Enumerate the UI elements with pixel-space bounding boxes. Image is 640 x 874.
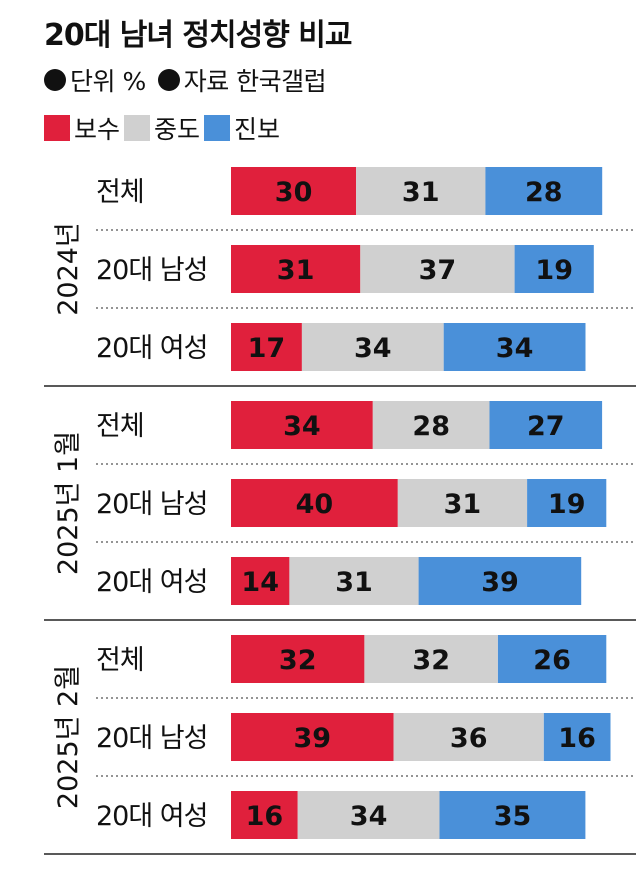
data-label-progressive: 19	[535, 255, 573, 286]
bar-segment-moderate	[364, 635, 498, 683]
unit-label: 단위 %	[70, 67, 146, 96]
bullet-icon	[157, 69, 180, 91]
bar-segment-progressive	[527, 479, 607, 527]
data-label-moderate: 34	[354, 333, 392, 364]
data-label-progressive: 27	[527, 411, 565, 442]
row-label: 전체	[96, 411, 144, 442]
data-label-moderate: 31	[402, 177, 440, 208]
data-label-conservative: 30	[275, 177, 313, 208]
bar-segment-moderate	[397, 479, 528, 527]
group-label: 2025년 1월	[53, 431, 84, 575]
bar-segment-moderate	[360, 245, 515, 293]
bar-segment-moderate	[356, 167, 486, 215]
chart-title: 20대 남녀 정치성향 비교	[44, 18, 352, 53]
bar-segment-conservative	[231, 167, 357, 215]
data-label-progressive: 19	[548, 489, 586, 520]
bar-segment-conservative	[231, 401, 373, 449]
data-label-progressive: 39	[481, 567, 519, 598]
row-label: 전체	[96, 645, 144, 676]
legend-swatch	[44, 115, 70, 141]
bullet-icon	[44, 69, 66, 91]
row-label: 20대 남성	[96, 489, 207, 520]
data-label-conservative: 34	[283, 411, 321, 442]
bar-segment-conservative	[231, 323, 302, 371]
legend-swatch	[204, 115, 231, 141]
data-label-progressive: 28	[525, 177, 563, 208]
bar-segment-conservative	[231, 713, 394, 761]
legend-item-conservative: 보수	[44, 110, 120, 146]
bar-segment-moderate	[393, 713, 544, 761]
legend-item-moderate: 중도	[124, 110, 200, 146]
bar-segment-moderate	[372, 401, 490, 449]
bar-segment-moderate	[289, 557, 419, 605]
data-label-moderate: 32	[412, 645, 450, 676]
source-label: 자료 한국갤럽	[183, 67, 327, 96]
legend-label: 진보	[234, 115, 281, 144]
group-label: 2025년 2월	[53, 665, 84, 809]
data-label-moderate: 36	[450, 723, 488, 754]
group-label: 2024년	[53, 222, 84, 316]
bar-segment-conservative	[231, 635, 365, 683]
data-label-moderate: 37	[419, 255, 457, 286]
row-label: 20대 여성	[96, 801, 207, 832]
data-label-conservative: 39	[294, 723, 332, 754]
data-label-progressive: 35	[494, 801, 532, 832]
data-label-conservative: 40	[296, 489, 334, 520]
row-label: 20대 여성	[96, 567, 207, 598]
bar-segment-progressive	[418, 557, 582, 605]
bar-segment-conservative	[231, 791, 298, 839]
legend-label: 중도	[154, 115, 201, 144]
legend: 보수 중도 진보	[44, 110, 284, 146]
data-label-conservative: 14	[241, 567, 279, 598]
legend-label: 보수	[74, 115, 121, 144]
bar-segment-progressive	[439, 791, 586, 839]
data-label-conservative: 31	[277, 255, 315, 286]
row-label: 20대 남성	[96, 255, 207, 286]
data-label-conservative: 17	[248, 333, 286, 364]
bar-segment-progressive	[489, 401, 603, 449]
bar-segment-progressive	[514, 245, 594, 293]
data-label-conservative: 32	[279, 645, 317, 676]
data-label-progressive: 16	[558, 723, 596, 754]
bar-segment-moderate	[301, 323, 444, 371]
bar-segment-conservative	[231, 245, 361, 293]
data-label-progressive: 26	[533, 645, 571, 676]
row-label: 전체	[96, 177, 144, 208]
bar-segment-conservative	[231, 479, 398, 527]
bar-segment-progressive	[543, 713, 611, 761]
data-label-conservative: 16	[246, 801, 284, 832]
bar-segment-conservative	[231, 557, 290, 605]
data-label-moderate: 31	[335, 567, 373, 598]
bar-segment-moderate	[297, 791, 440, 839]
data-label-moderate: 34	[350, 801, 388, 832]
data-label-progressive: 34	[496, 333, 534, 364]
row-label: 20대 여성	[96, 333, 207, 364]
bar-segment-progressive	[443, 323, 586, 371]
data-label-moderate: 28	[412, 411, 450, 442]
bar-segment-progressive	[497, 635, 607, 683]
bar-segment-progressive	[485, 167, 603, 215]
legend-swatch	[124, 115, 151, 141]
legend-item-progressive: 진보	[204, 110, 280, 146]
row-label: 20대 남성	[96, 723, 207, 754]
data-label-moderate: 31	[444, 489, 482, 520]
chart-meta: 단위 % 자료 한국갤럽	[44, 62, 327, 98]
